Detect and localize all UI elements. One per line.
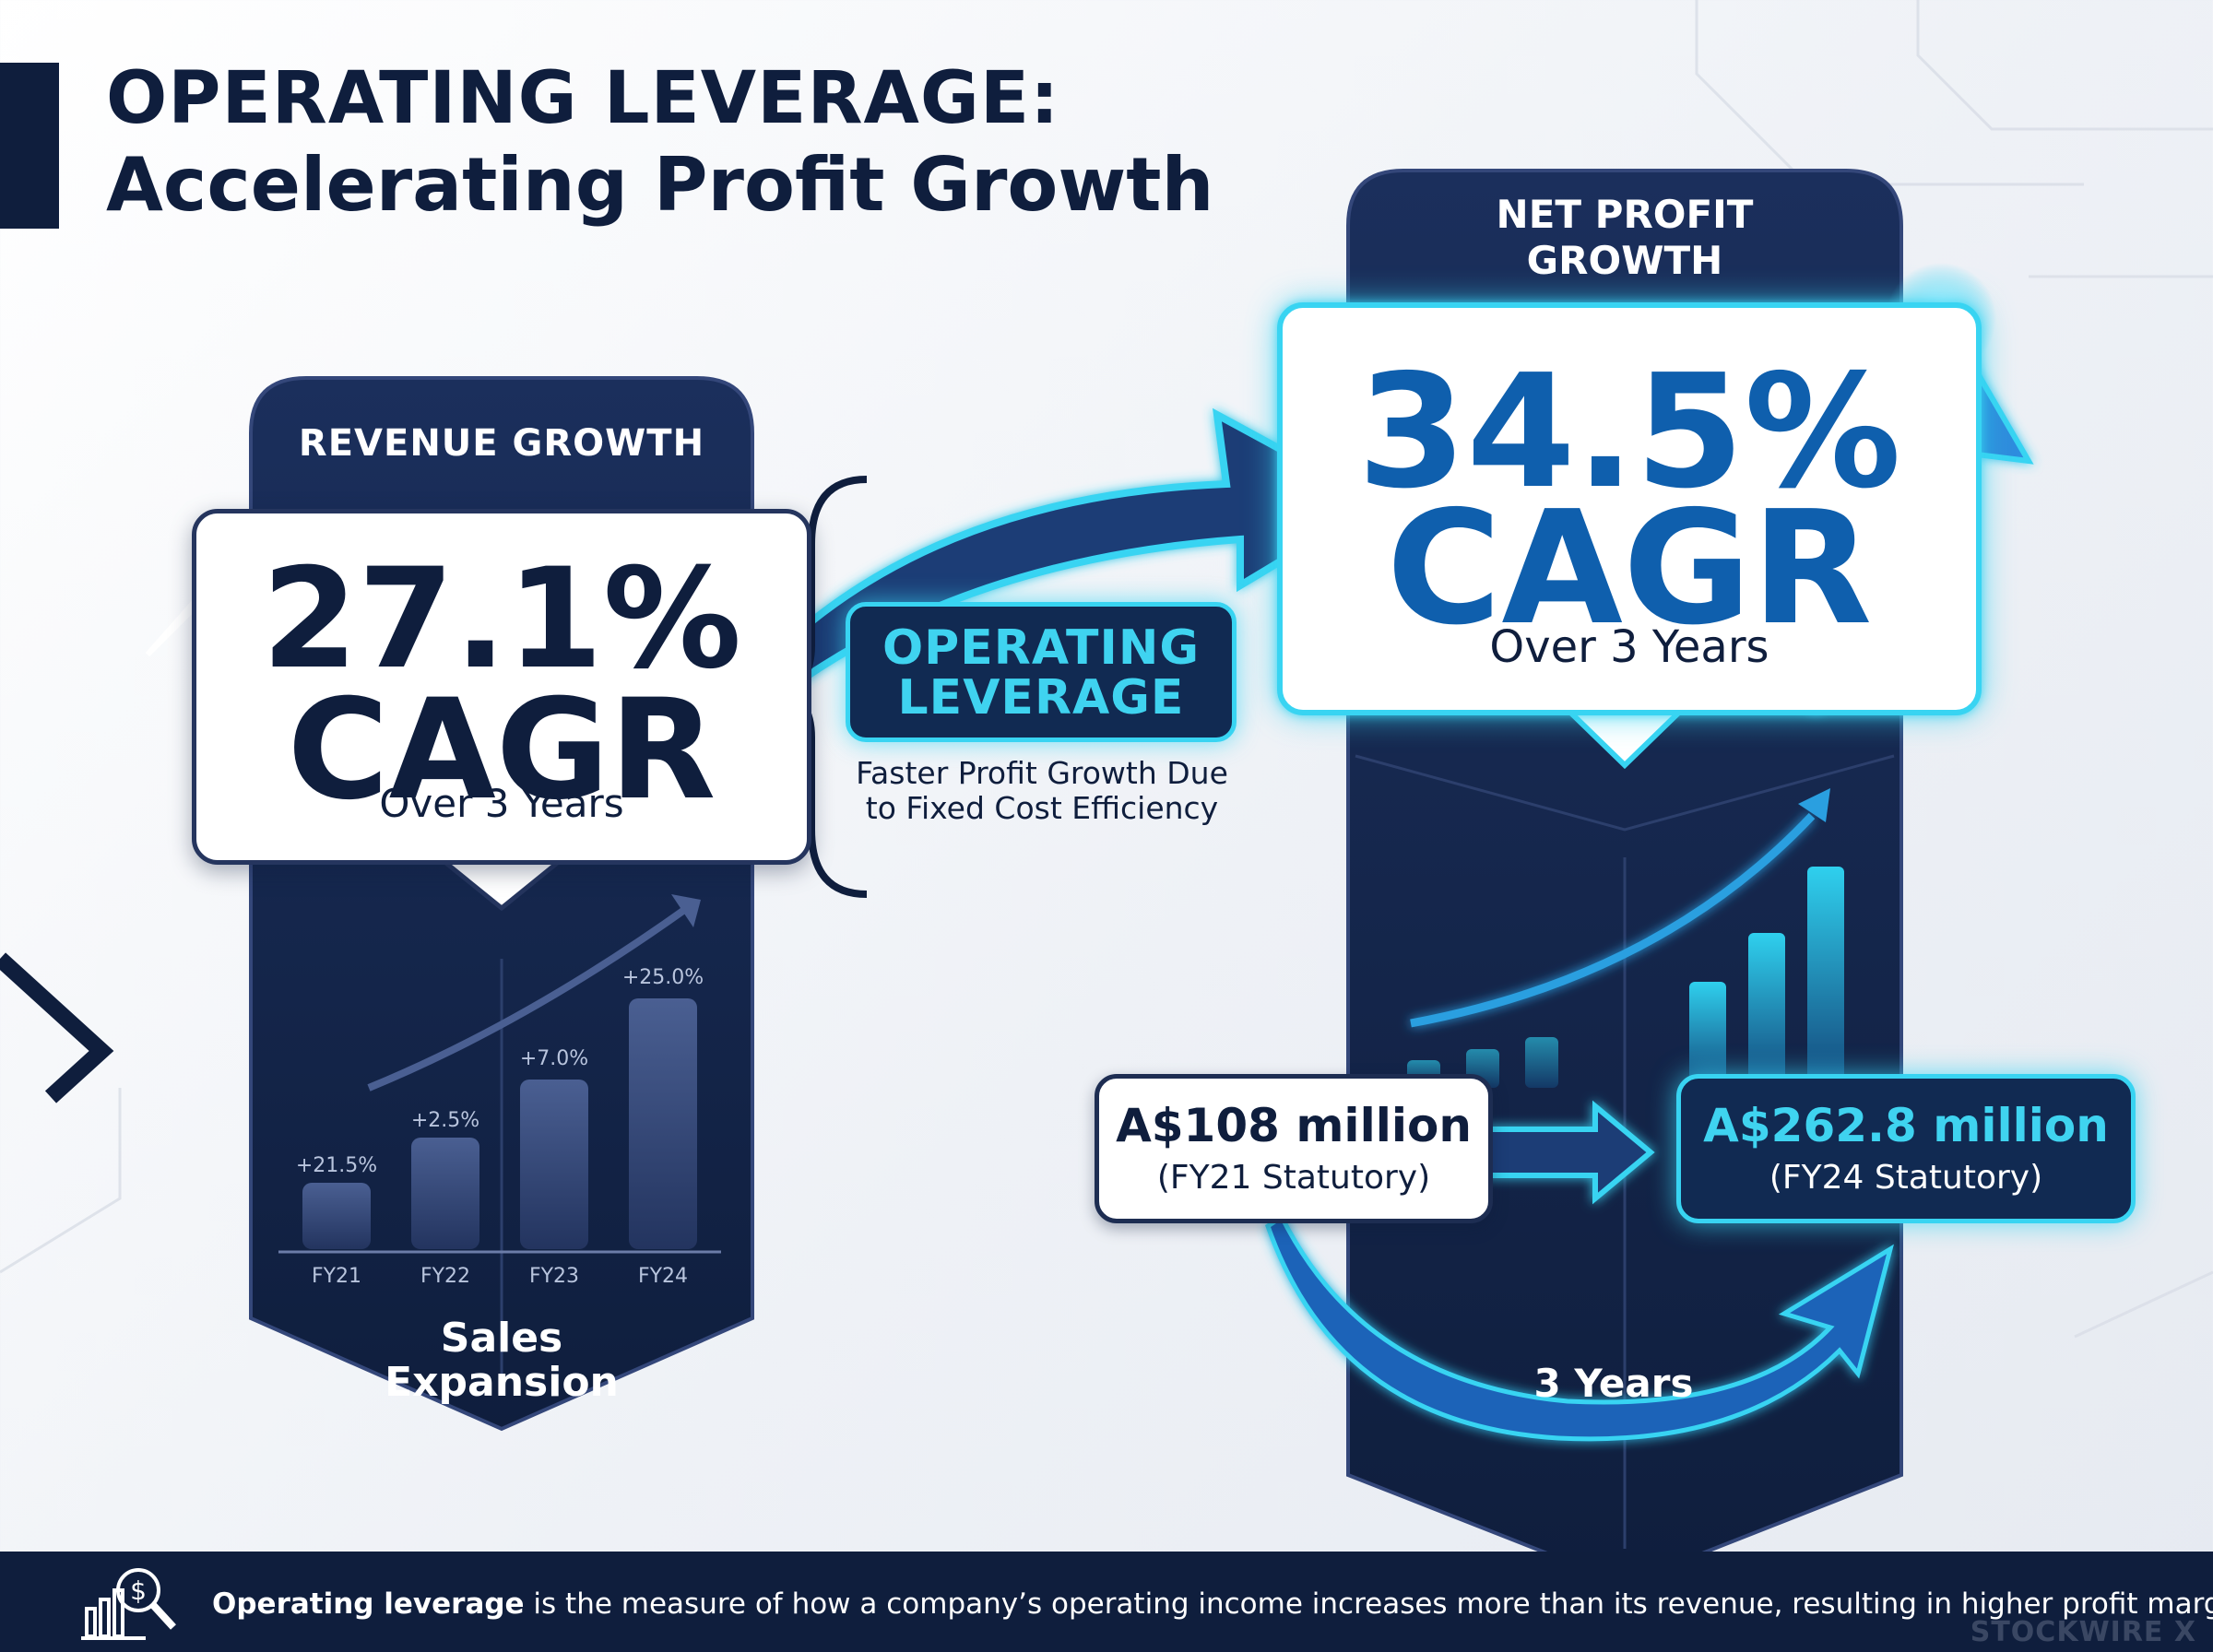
net-profit-period: Over 3 Years <box>1489 621 1769 673</box>
tick-label-fy23: FY23 <box>528 1265 580 1288</box>
footer-bar: $ <box>0 1552 2213 1652</box>
operating-leverage-line2: LEVERAGE <box>897 670 1185 726</box>
watermark-logo: STOCKWIRE X <box>1970 1616 2196 1648</box>
net-profit-rate: 34.5% <box>1357 341 1901 524</box>
value-arrow-icon <box>1484 1100 1655 1205</box>
revenue-heading: REVENUE GROWTH <box>298 422 705 465</box>
fy24-value: A$262.8 million <box>1703 1099 2109 1152</box>
revenue-period: Over 3 Years <box>379 781 624 826</box>
footer-definition: Operating leverage is the measure of how… <box>212 1587 2213 1621</box>
sales-expansion-caption: Sales Expansion <box>251 1316 752 1405</box>
revenue-metric: CAGR <box>287 670 716 831</box>
description-line2: to Fixed Cost Efficiency <box>865 790 1219 826</box>
tick-label-fy24: FY24 <box>637 1265 689 1288</box>
revenue-rate: 27.1% <box>261 539 742 700</box>
net-profit-heading-line1: NET PROFIT <box>1496 192 1754 237</box>
three-year-arrow-icon <box>1265 1213 1894 1442</box>
page-title: OPERATING LEVERAGE: <box>106 57 1060 140</box>
description-line1: Faster Profit Growth Due <box>856 755 1228 791</box>
data-label-fy24: +25.0% <box>621 966 704 989</box>
net-profit-callout: 34.5% CAGR Over 3 Years <box>1277 302 1982 715</box>
net-profit-heading-line2: GROWTH <box>1526 238 1723 283</box>
fy21-label: (FY21 Statutory) <box>1156 1159 1431 1197</box>
fy21-value-box: A$108 million (FY21 Statutory) <box>1095 1074 1493 1223</box>
title-accent-bar <box>0 63 59 229</box>
net-profit-metric: CAGR <box>1386 478 1873 660</box>
operating-leverage-line1: OPERATING <box>882 620 1201 676</box>
trend-arrow-icon <box>367 904 690 1092</box>
bar-fy21 <box>302 1183 371 1249</box>
bar-fy23 <box>520 1080 588 1249</box>
tick-label-fy22: FY22 <box>420 1265 471 1288</box>
revenue-callout: 27.1% CAGR Over 3 Years <box>192 509 811 865</box>
fy24-value-box: A$262.8 million (FY24 Statutory) <box>1676 1074 2136 1223</box>
fy24-label: (FY24 Statutory) <box>1769 1159 2043 1197</box>
page-subtitle: Accelerating Profit Growth <box>106 142 1214 228</box>
sales-expansion-text: Sales Expansion <box>385 1315 619 1406</box>
duration-label: 3 Years <box>1533 1361 1694 1406</box>
data-label-fy22: +2.5% <box>410 1109 480 1132</box>
data-label-fy23: +7.0% <box>519 1047 589 1070</box>
tick-label-fy21: FY21 <box>311 1265 362 1288</box>
chevron-decoration-icon <box>0 952 114 1103</box>
background-lines <box>0 0 2213 1339</box>
svg-text:$: $ <box>130 1575 147 1606</box>
data-label-fy21: +21.5% <box>295 1154 378 1177</box>
bar-fy24 <box>629 998 697 1249</box>
net-profit-heading: NET PROFIT GROWTH <box>1348 192 1901 284</box>
fy21-value: A$108 million <box>1116 1099 1472 1152</box>
operating-leverage-title: OPERATING LEVERAGE <box>850 623 1232 723</box>
magnifier-chart-icon: $ <box>81 1568 176 1640</box>
bar-fy22 <box>411 1138 479 1249</box>
operating-leverage-description: Faster Profit Growth Due to Fixed Cost E… <box>811 756 1272 826</box>
footer-term: Operating leverage <box>212 1587 525 1621</box>
operating-leverage-badge: OPERATING LEVERAGE <box>846 602 1237 742</box>
footer-body: is the measure of how a company’s operat… <box>524 1587 2213 1621</box>
